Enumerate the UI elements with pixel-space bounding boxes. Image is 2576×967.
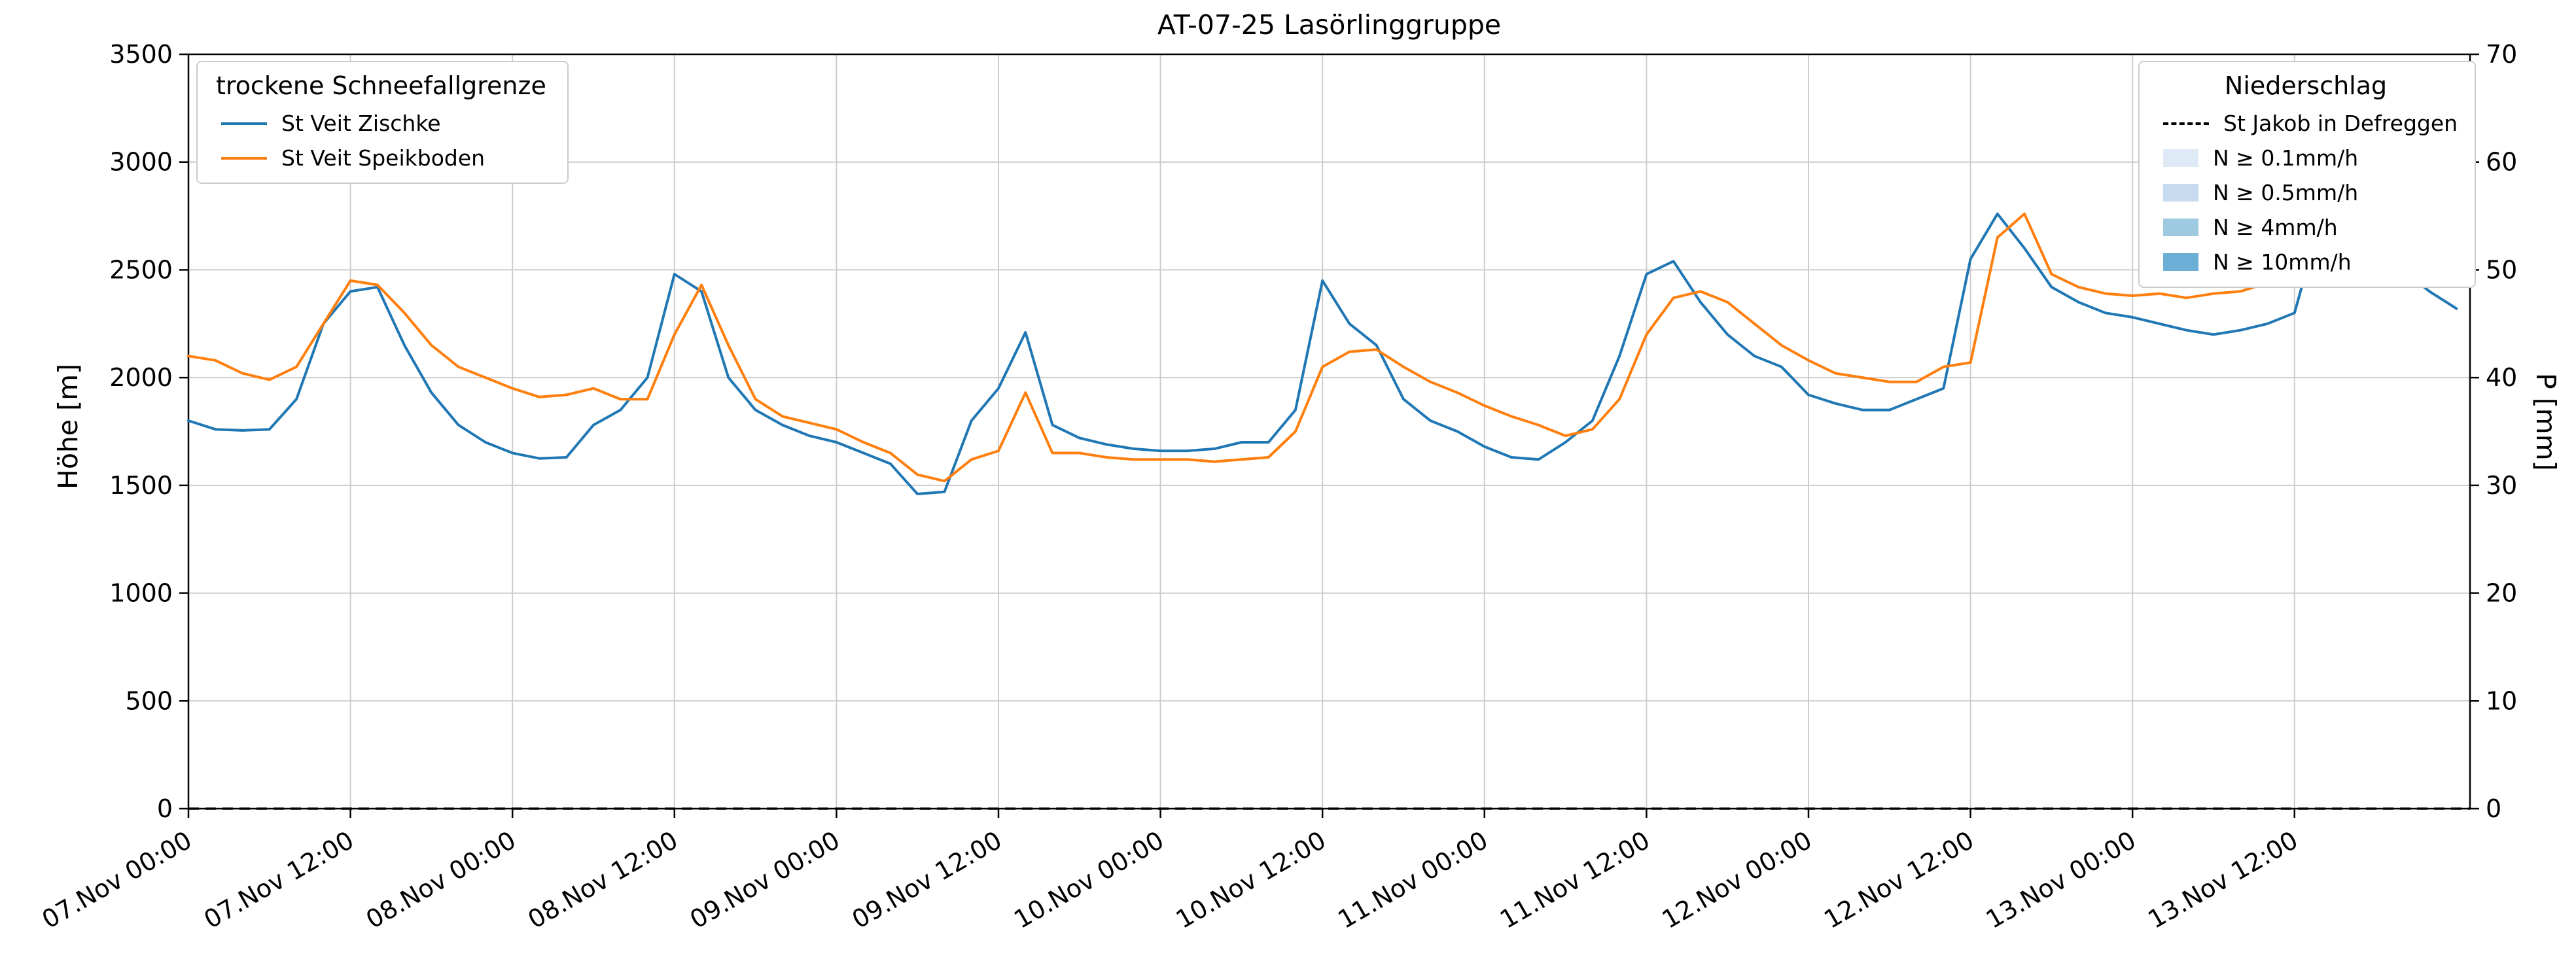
legend-entry-label: N ≥ 0.5mm/h	[2213, 180, 2359, 205]
x-tick-label: 09.Nov 12:00	[847, 826, 1007, 934]
y-tick-label: 500	[125, 686, 173, 715]
zischke-line-sample	[221, 122, 267, 125]
x-tick-label: 08.Nov 12:00	[523, 826, 682, 934]
legend-entry-label: N ≥ 4mm/h	[2213, 215, 2338, 240]
y2-tick-label: 60	[2486, 148, 2517, 177]
precip-intensity-swatch	[2163, 219, 2198, 236]
x-tick-label: 12.Nov 00:00	[1657, 826, 1817, 934]
x-tick-label: 11.Nov 00:00	[1333, 826, 1492, 934]
y2-tick-label: 20	[2486, 579, 2517, 608]
y-tick-label: 0	[157, 794, 173, 823]
x-tick-label: 07.Nov 12:00	[199, 826, 359, 934]
y2-tick-label: 10	[2486, 686, 2517, 715]
y2-tick-label: 30	[2486, 471, 2517, 500]
y-tick-label: 1500	[109, 471, 173, 500]
data-series	[187, 163, 2470, 810]
x-tick-label: 10.Nov 12:00	[1171, 826, 1331, 934]
legend-entry-label: St Jakob in Defreggen	[2223, 111, 2458, 136]
legend-entry-label: St Veit Zischke	[281, 111, 441, 136]
chart-title: AT-07-25 Lasörlinggruppe	[1157, 9, 1502, 41]
legend-snowline-title: trockene Schneefallgrenze	[216, 71, 546, 100]
legend-entry-n01: N ≥ 0.1mm/h	[2163, 145, 2458, 171]
x-tick-label: 12.Nov 12:00	[1819, 826, 1979, 934]
legend-entry-label: N ≥ 0.1mm/h	[2213, 145, 2359, 171]
legend-entry-label: N ≥ 10mm/h	[2213, 249, 2352, 275]
x-tick-label: 07.Nov 00:00	[37, 826, 197, 934]
legend-entry-defreggen: St Jakob in Defreggen	[2163, 111, 2458, 136]
x-tick-label: 10.Nov 00:00	[1009, 826, 1169, 934]
legend-entry-n10: N ≥ 10mm/h	[2163, 249, 2458, 275]
x-tick-label: 13.Nov 00:00	[1981, 826, 2141, 934]
x-tick-label: 08.Nov 00:00	[361, 826, 521, 934]
y-tick-label: 2500	[109, 255, 173, 284]
x-tick-label: 13.Nov 12:00	[2143, 826, 2303, 934]
y2-tick-label: 0	[2486, 794, 2501, 823]
precip-intensity-swatch	[2163, 184, 2198, 202]
y-tick-label: 3500	[109, 40, 173, 69]
legend-entry-n05: N ≥ 0.5mm/h	[2163, 180, 2458, 205]
y2-tick-label: 70	[2486, 40, 2517, 69]
defreggen-dashed-line-sample	[2163, 122, 2209, 125]
x-tick-label: 09.Nov 00:00	[685, 826, 845, 934]
legend-entry-zischke: St Veit Zischke	[221, 111, 550, 136]
series-line-st-veit-zischke	[187, 163, 2458, 495]
y-tick-label: 1000	[109, 579, 173, 608]
x-tick-label: 11.Nov 12:00	[1495, 826, 1655, 934]
legend-precip: Niederschlag St Jakob in Defreggen N ≥ 0…	[2138, 61, 2477, 288]
series-line-st-veit-speikboden	[187, 163, 2458, 483]
legend-entry-n4: N ≥ 4mm/h	[2163, 215, 2458, 240]
legend-precip-title: Niederschlag	[2224, 71, 2388, 100]
y-tick-label: 2000	[109, 363, 173, 392]
precip-intensity-swatch	[2163, 253, 2198, 271]
legend-entry-label: St Veit Speikboden	[281, 145, 485, 171]
y-tick-label: 3000	[109, 148, 173, 177]
legend-entry-speikboden: St Veit Speikboden	[221, 145, 550, 171]
speikboden-line-sample	[221, 156, 267, 160]
precip-intensity-swatch	[2163, 149, 2198, 167]
y2-tick-label: 40	[2486, 363, 2517, 392]
legend-snowline: trockene Schneefallgrenze St Veit Zischk…	[196, 61, 569, 184]
y2-tick-label: 50	[2486, 255, 2517, 284]
